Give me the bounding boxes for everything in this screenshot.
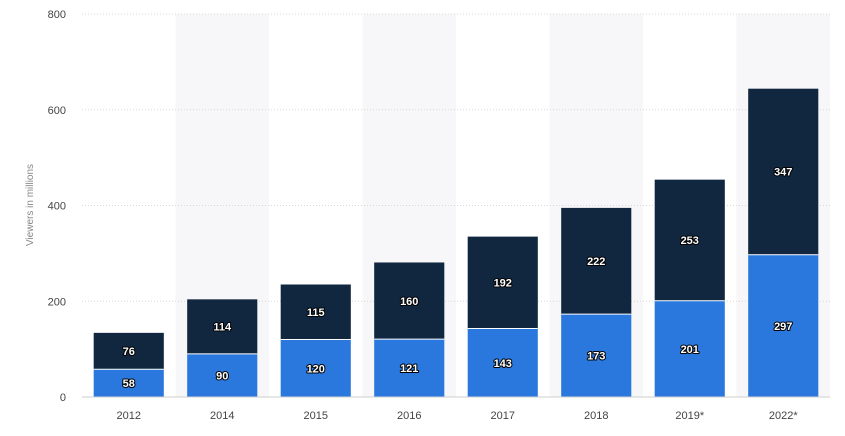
y-tick-label: 200 bbox=[48, 296, 66, 308]
y-tick-label: 600 bbox=[48, 105, 66, 117]
y-tick-label: 800 bbox=[48, 9, 66, 21]
x-tick-label: 2014 bbox=[210, 410, 234, 422]
bar-segment bbox=[374, 262, 445, 340]
bar-segment bbox=[93, 332, 164, 370]
x-tick-label: 2019* bbox=[675, 410, 704, 422]
data-label: 201 bbox=[681, 344, 699, 356]
y-tick-label: 0 bbox=[60, 392, 66, 404]
data-label: 58 bbox=[123, 378, 135, 390]
data-label: 347 bbox=[774, 167, 792, 179]
data-label: 143 bbox=[494, 358, 512, 370]
bar-segment bbox=[93, 369, 164, 397]
x-tick-label: 2012 bbox=[117, 410, 141, 422]
data-label: 173 bbox=[587, 351, 605, 363]
x-axis-ticks: 2012 2014 2015 2016 2017 2018 2019* 2022* bbox=[117, 410, 799, 422]
data-label: 120 bbox=[307, 363, 325, 375]
data-labels: 58 76 90 114 120 115 121 160 143 192 173 222 201 253 2… bbox=[122, 166, 794, 391]
x-tick-label: 2018 bbox=[584, 410, 608, 422]
bar-segment bbox=[280, 339, 351, 397]
data-label: 114 bbox=[213, 322, 232, 334]
bar-segment bbox=[467, 328, 538, 397]
data-label: 121 bbox=[400, 363, 418, 375]
bar-segment bbox=[561, 207, 632, 315]
bar-segment bbox=[467, 236, 538, 329]
data-label: 90 bbox=[216, 370, 228, 382]
x-tick-label: 2016 bbox=[397, 410, 421, 422]
x-tick-label: 2022* bbox=[769, 410, 798, 422]
data-label: 253 bbox=[681, 235, 699, 247]
y-axis-label: Viewers in millions bbox=[25, 164, 36, 246]
data-label: 76 bbox=[123, 346, 135, 358]
bar-segment bbox=[748, 254, 819, 397]
x-tick-label: 2015 bbox=[304, 410, 328, 422]
bar-segment bbox=[187, 353, 258, 397]
bar-segment bbox=[187, 299, 258, 354]
y-tick-label: 400 bbox=[48, 201, 66, 213]
data-label: 160 bbox=[400, 296, 418, 308]
bar-segment bbox=[654, 300, 725, 397]
bars bbox=[93, 88, 819, 397]
bar-segment bbox=[374, 339, 445, 397]
data-label: 192 bbox=[494, 278, 512, 290]
data-label: 115 bbox=[307, 307, 325, 319]
bar-segment bbox=[561, 314, 632, 397]
x-tick-label: 2017 bbox=[491, 410, 515, 422]
data-label: 297 bbox=[774, 321, 792, 333]
bar-segment bbox=[280, 284, 351, 340]
bar-segment bbox=[748, 88, 819, 255]
y-axis-ticks: 0 200 400 600 800 bbox=[48, 9, 66, 404]
data-label: 222 bbox=[587, 256, 605, 268]
bar-segment bbox=[654, 179, 725, 301]
